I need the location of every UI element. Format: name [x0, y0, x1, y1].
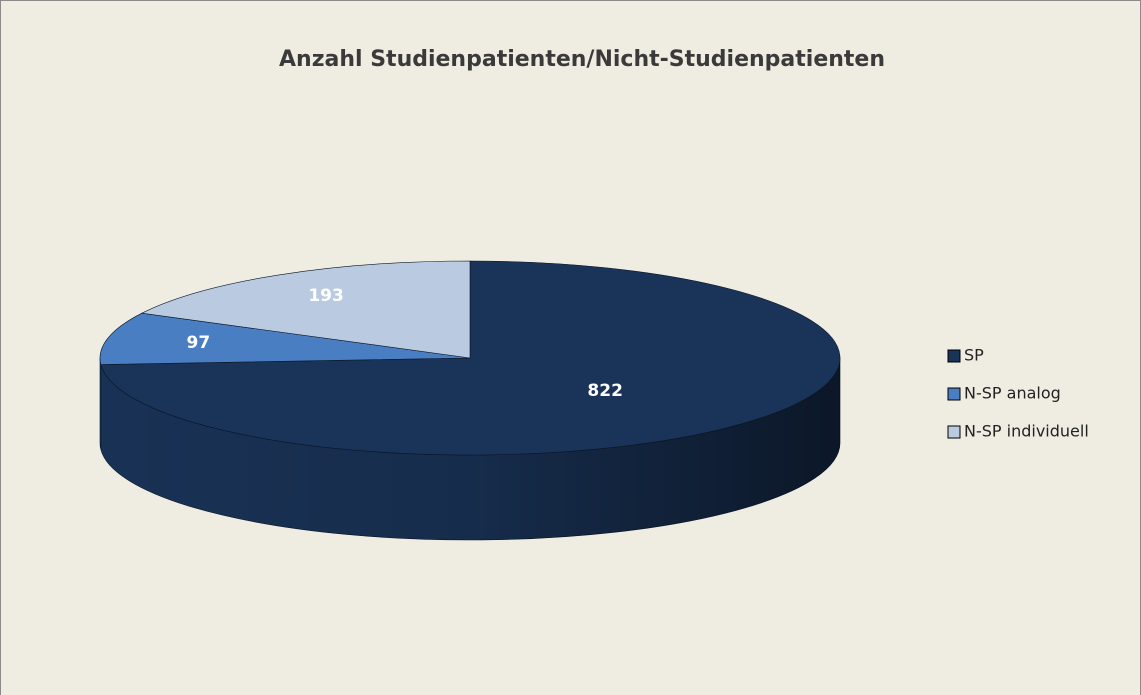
- legend-label: SP: [964, 346, 984, 365]
- slice-side-shade: [100, 358, 101, 450]
- pie: 822 97 193: [99, 260, 841, 541]
- data-label: 822: [587, 381, 623, 401]
- chart-title: Anzahl Studienpatienten/Nicht-Studienpat…: [279, 47, 885, 72]
- legend-label: N-SP individuell: [964, 422, 1089, 441]
- legend-swatch: [947, 387, 961, 401]
- legend-label: N-SP analog: [964, 384, 1061, 403]
- legend-swatch: [947, 349, 961, 363]
- legend-swatch: [947, 425, 961, 439]
- slice: [100, 260, 841, 456]
- slice: [99, 312, 471, 365]
- legend: SP N-SP analog N-SP individuell: [947, 346, 1089, 441]
- data-label: 193: [308, 286, 344, 306]
- slice-side-shade: [100, 358, 840, 540]
- data-label: 97: [187, 333, 211, 353]
- slice: [140, 260, 471, 359]
